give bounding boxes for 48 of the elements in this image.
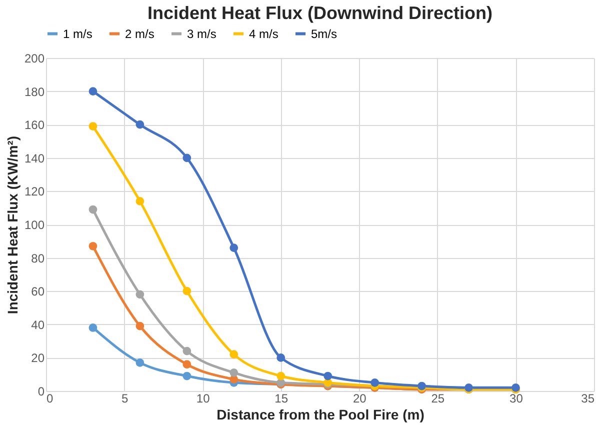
x-tick-label: 25 — [431, 392, 445, 406]
x-tick-label: 0 — [46, 392, 54, 406]
y-tick-label: 60 — [31, 284, 45, 299]
point — [276, 372, 286, 380]
point — [136, 120, 144, 129]
point — [88, 324, 98, 332]
point — [182, 372, 192, 380]
point — [370, 378, 379, 387]
y-tick-label: 160 — [24, 118, 45, 132]
point — [136, 290, 144, 299]
y-tick-label: 40 — [31, 318, 45, 332]
point — [182, 360, 192, 369]
y-tick-label: 80 — [31, 251, 45, 266]
y-tick-label: 120 — [24, 184, 45, 199]
point — [88, 242, 98, 250]
legend-label: 5m/s — [311, 26, 338, 41]
legend-label: 4 m/s — [249, 26, 278, 41]
x-tick-label: 20 — [352, 392, 367, 406]
point — [182, 346, 192, 356]
point — [88, 205, 98, 214]
point — [136, 358, 144, 367]
x-tick-label: 10 — [196, 392, 210, 406]
y-tick-label: 20 — [31, 351, 45, 366]
y-axis-title: Incident Heat Flux (KW/m²) — [4, 136, 20, 314]
y-tick-label: 180 — [24, 84, 45, 99]
point — [276, 354, 286, 362]
point — [136, 197, 144, 206]
x-tick-label: 35 — [581, 392, 595, 406]
point — [230, 368, 238, 377]
x-axis-title: Distance from the Pool Fire (m) — [216, 406, 424, 422]
y-tick-label: 100 — [24, 218, 45, 232]
x-tick-label: 15 — [274, 392, 288, 406]
chart-title: Incident Heat Flux (Downwind Direction) — [147, 3, 493, 23]
point — [324, 372, 332, 380]
y-tick-label: 140 — [24, 151, 45, 166]
point — [182, 154, 192, 162]
y-tick-label: 200 — [24, 52, 45, 66]
point — [88, 87, 98, 96]
legend-label: 2 m/s — [125, 26, 154, 41]
point — [230, 350, 238, 359]
point — [88, 122, 98, 130]
point — [136, 322, 144, 330]
x-tick-label: 30 — [510, 392, 524, 406]
point — [182, 286, 192, 296]
legend-label: 3 m/s — [187, 26, 216, 41]
point — [230, 244, 238, 252]
x-tick-label: 5 — [121, 392, 128, 406]
legend-label: 1 m/s — [63, 26, 92, 41]
